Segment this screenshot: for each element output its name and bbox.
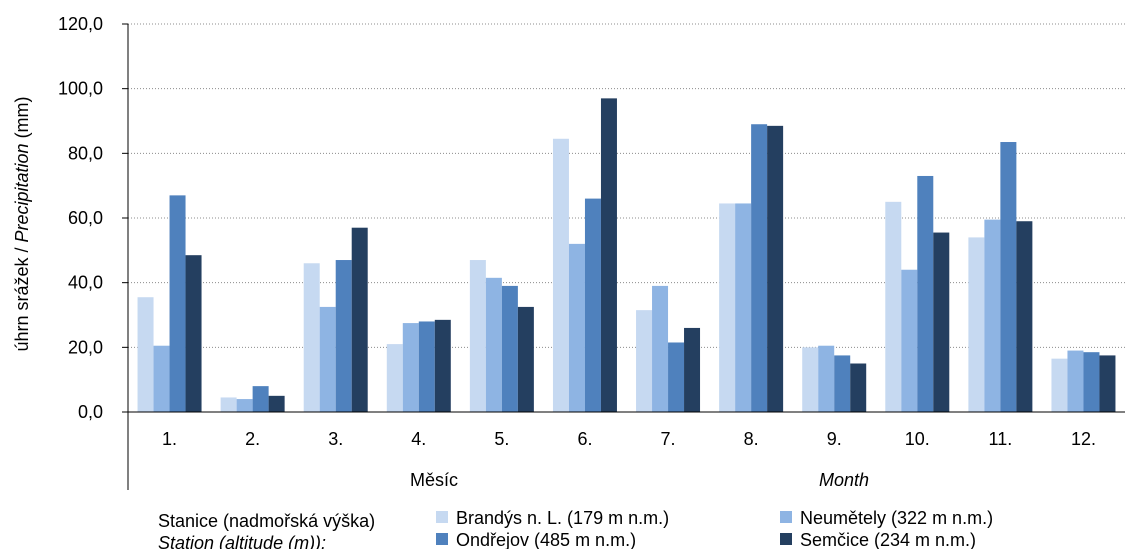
bar [751,124,768,412]
x-tick-label: 1. [162,429,177,449]
bar [834,355,851,412]
y-tick-labels: 0,0 20,0 40,0 60,0 80,0 100,0 120,0 [58,14,103,422]
legend-swatch [780,511,792,523]
y-axis-title-italic: Precipitation [12,143,32,242]
bar [1051,358,1068,412]
legend-title-en: Station (altitude (m)): [158,533,326,549]
x-tick-label: 4. [411,429,426,449]
legend-title-cs: Stanice (nadmořská výška) [158,511,375,531]
bar [169,195,186,412]
bar [351,227,368,412]
bar [1016,221,1033,412]
x-tick-label: 11. [989,429,1013,449]
bar [1083,352,1100,412]
x-tick-label: 7. [661,429,676,449]
bar [933,232,950,412]
bar [137,297,154,412]
bar [818,345,835,412]
x-tick-label: 8. [744,429,759,449]
x-tick-label: 10. [905,429,930,449]
bar [552,138,569,413]
bar [636,310,653,412]
bar [319,306,336,412]
bar [418,321,435,412]
bar [335,260,352,412]
legend-label: Brandýs n. L. (179 m n.m.) [456,508,669,528]
bar [402,323,419,412]
bar [735,203,752,412]
bar [303,263,320,412]
y-tick-label: 100,0 [58,79,103,99]
bar [984,219,1001,412]
bar [236,399,253,412]
y-tick-label: 20,0 [68,337,103,357]
bar [185,255,202,412]
bar [802,347,819,412]
x-axis-title-en: Month [819,470,869,490]
legend-label: Neumětely (322 m n.m.) [800,508,993,528]
bar [684,327,701,412]
bar [153,345,170,412]
y-tick-label: 120,0 [58,14,103,34]
legend-swatch [436,533,448,545]
axes [122,23,1125,490]
y-axis-title-plain: úhrn srážek / [12,243,32,352]
bar [1067,350,1084,412]
bars [137,98,1116,413]
legend-label: Semčice (234 m n.m.) [800,530,976,549]
legend-label: Ondřejov (485 m n.m.) [456,530,636,549]
x-tick-label: 3. [328,429,343,449]
y-tick-label: 80,0 [68,143,103,163]
bar [568,243,585,412]
bar [485,277,502,412]
bar [268,395,285,412]
bar [434,319,451,412]
bar [968,237,985,412]
gridlines [128,23,1125,348]
bar [1000,142,1017,412]
x-tick-label: 12. [1071,429,1096,449]
bar [917,175,934,412]
bar [850,363,867,412]
x-tick-label: 2. [245,429,260,449]
bar [220,397,237,412]
bar [719,203,736,412]
bar [469,260,486,412]
x-tick-label: 6. [577,429,592,449]
y-tick-label: 60,0 [68,208,103,228]
x-tick-labels: 1. 2. 3. 4. 5. 6. 7. 8. 9. 10. 11. 12. [162,429,1096,449]
bar [600,98,617,412]
bar [252,386,269,412]
x-tick-label: 5. [494,429,509,449]
y-tick-label: 40,0 [68,273,103,293]
y-axis-title: úhrn srážek / Precipitation (mm) [12,96,32,351]
y-axis-title-unit: (mm) [12,96,32,143]
bar [386,344,403,412]
bar [767,125,784,412]
y-tick-label: 0,0 [78,402,103,422]
bar [1099,355,1116,412]
x-tick-label: 9. [827,429,842,449]
bar [501,285,518,412]
x-axis-title-cs: Měsíc [410,470,458,490]
bar [652,285,669,412]
legend-swatch [436,511,448,523]
legend: Brandýs n. L. (179 m n.m.) Neumětely (322… [436,508,993,550]
bar [901,269,918,412]
bar [584,198,601,412]
bar [517,306,534,412]
legend-swatch [780,533,792,545]
bar [885,201,902,412]
bar [668,342,685,412]
